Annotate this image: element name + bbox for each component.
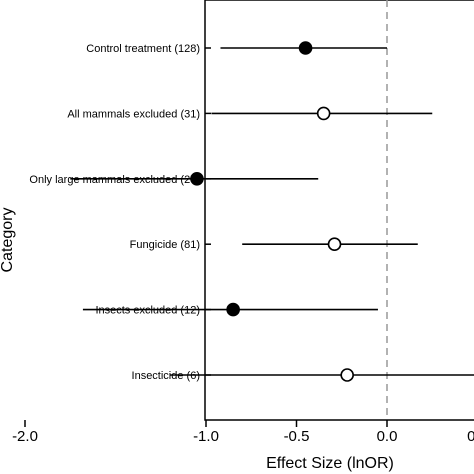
x-axis-title: Effect Size (lnOR) xyxy=(266,455,394,472)
category-label: Control treatment (128) xyxy=(86,43,200,55)
forest-rows: Control treatment (128) All mammals exclu… xyxy=(29,41,474,382)
point-estimate-filled xyxy=(190,172,204,186)
point-estimate-filled xyxy=(298,41,313,55)
x-axis: -2.0-1.0-0.50.00.51. xyxy=(12,420,474,445)
point-estimate-filled xyxy=(226,302,240,317)
x-tick-label: -0.5 xyxy=(284,428,310,445)
category-label: Insects excluded (12) xyxy=(95,305,200,317)
x-tick-label: -1.0 xyxy=(193,428,219,445)
plot-frame xyxy=(204,0,474,421)
category-label: All mammals excluded (31) xyxy=(67,108,200,120)
point-estimate-open xyxy=(327,237,342,251)
x-tick-label: 0.5 xyxy=(467,428,474,445)
category-label: Insecticide (6) xyxy=(132,370,200,382)
y-axis-title: Category xyxy=(0,208,16,273)
x-tick-label: -2.0 xyxy=(12,428,38,445)
point-estimate-open xyxy=(316,106,331,121)
category-label: Only large mammals excluded (27) xyxy=(29,174,200,186)
x-tick-label: 0.0 xyxy=(377,428,398,445)
category-label: Fungicide (81) xyxy=(130,239,200,251)
point-estimate-open xyxy=(340,368,354,382)
